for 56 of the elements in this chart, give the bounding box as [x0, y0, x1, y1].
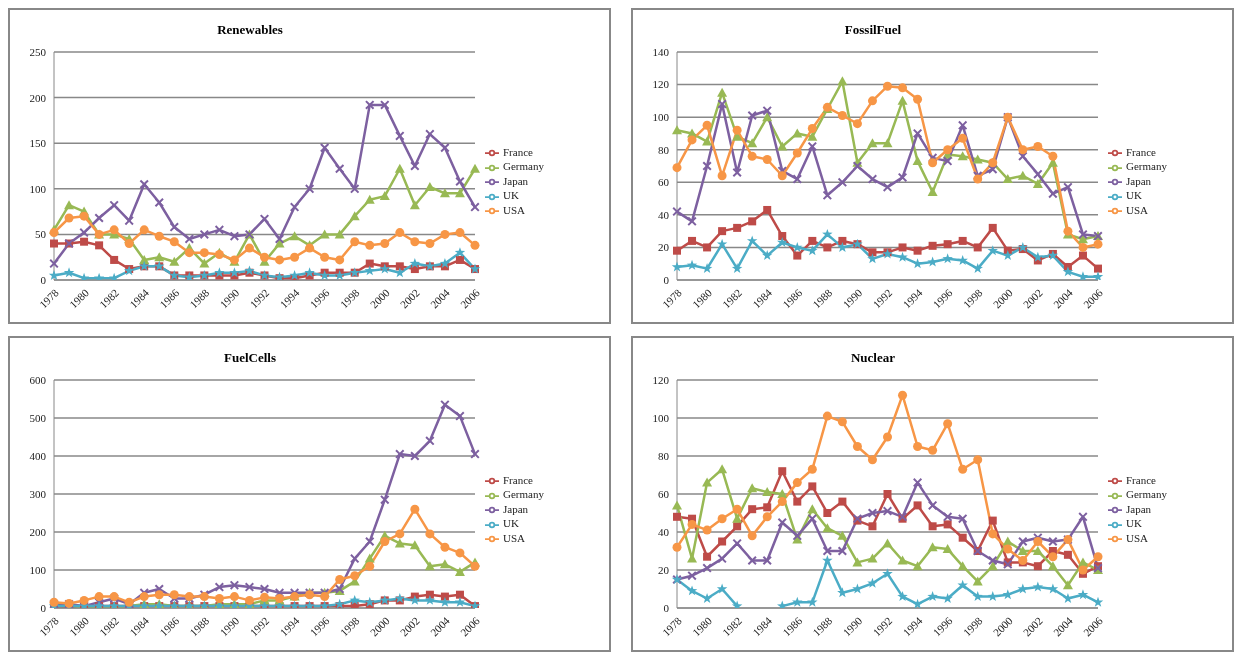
chart-title: Renewables	[216, 22, 284, 38]
y-tick-label: 400	[29, 449, 47, 462]
y-tick-label: 20	[658, 563, 670, 576]
chart-title: Nuclear	[849, 350, 896, 366]
legend-label: France	[503, 473, 533, 486]
legend-label: Germany	[503, 160, 544, 173]
legend-label: Japan	[1126, 502, 1152, 515]
y-tick-label: 50	[35, 228, 47, 241]
y-tick-label: 0	[40, 601, 47, 614]
y-tick-label: 40	[658, 208, 670, 221]
y-tick-label: 80	[658, 143, 670, 156]
y-tick-label: 40	[658, 525, 670, 538]
legend-label: Japan	[503, 174, 529, 187]
legend-label: USA	[503, 203, 526, 216]
y-tick-label: 300	[29, 487, 47, 500]
y-tick-label: 60	[658, 176, 670, 189]
x-tick-label: 1982	[97, 614, 122, 639]
x-tick-label: 1982	[97, 286, 122, 311]
y-tick-label: 200	[29, 91, 47, 104]
y-tick-label: 0	[663, 273, 670, 286]
legend-label: UK	[503, 189, 519, 202]
y-tick-label: 100	[29, 182, 47, 195]
legend-label: UK	[1126, 517, 1142, 530]
chart-title: FuelCells	[223, 350, 277, 366]
y-tick-label: 100	[652, 111, 670, 124]
legend-label: Japan	[1126, 174, 1152, 187]
y-tick-label: 0	[663, 601, 670, 614]
legend-label: USA	[1126, 531, 1149, 544]
legend-label: USA	[1126, 203, 1149, 216]
y-tick-label: 0	[40, 273, 47, 286]
legend-label: France	[1126, 473, 1156, 486]
legend-label: Germany	[1126, 160, 1167, 173]
y-tick-label: 500	[29, 411, 47, 424]
legend-label: Germany	[1126, 488, 1167, 501]
y-tick-label: 80	[658, 449, 670, 462]
y-tick-label: 200	[29, 525, 47, 538]
legend-label: Germany	[503, 488, 544, 501]
legend-label: France	[503, 145, 533, 158]
y-tick-label: 250	[29, 45, 47, 58]
y-tick-label: 100	[652, 411, 670, 424]
y-tick-label: 120	[652, 373, 670, 386]
legend-label: UK	[1126, 189, 1142, 202]
y-tick-label: 60	[658, 487, 670, 500]
legend-label: France	[1126, 145, 1156, 158]
legend-label: USA	[503, 531, 526, 544]
x-tick-label: 1982	[720, 614, 745, 639]
y-tick-label: 120	[652, 78, 670, 91]
chart-title: FossilFuel	[843, 22, 903, 38]
legend-label: Japan	[503, 502, 529, 515]
y-tick-label: 20	[658, 241, 670, 254]
y-tick-label: 140	[652, 45, 670, 58]
legend-label: UK	[503, 517, 519, 530]
y-tick-label: 150	[29, 137, 47, 150]
y-tick-label: 100	[29, 563, 47, 576]
y-tick-label: 600	[29, 373, 47, 386]
x-tick-label: 1982	[720, 286, 745, 311]
